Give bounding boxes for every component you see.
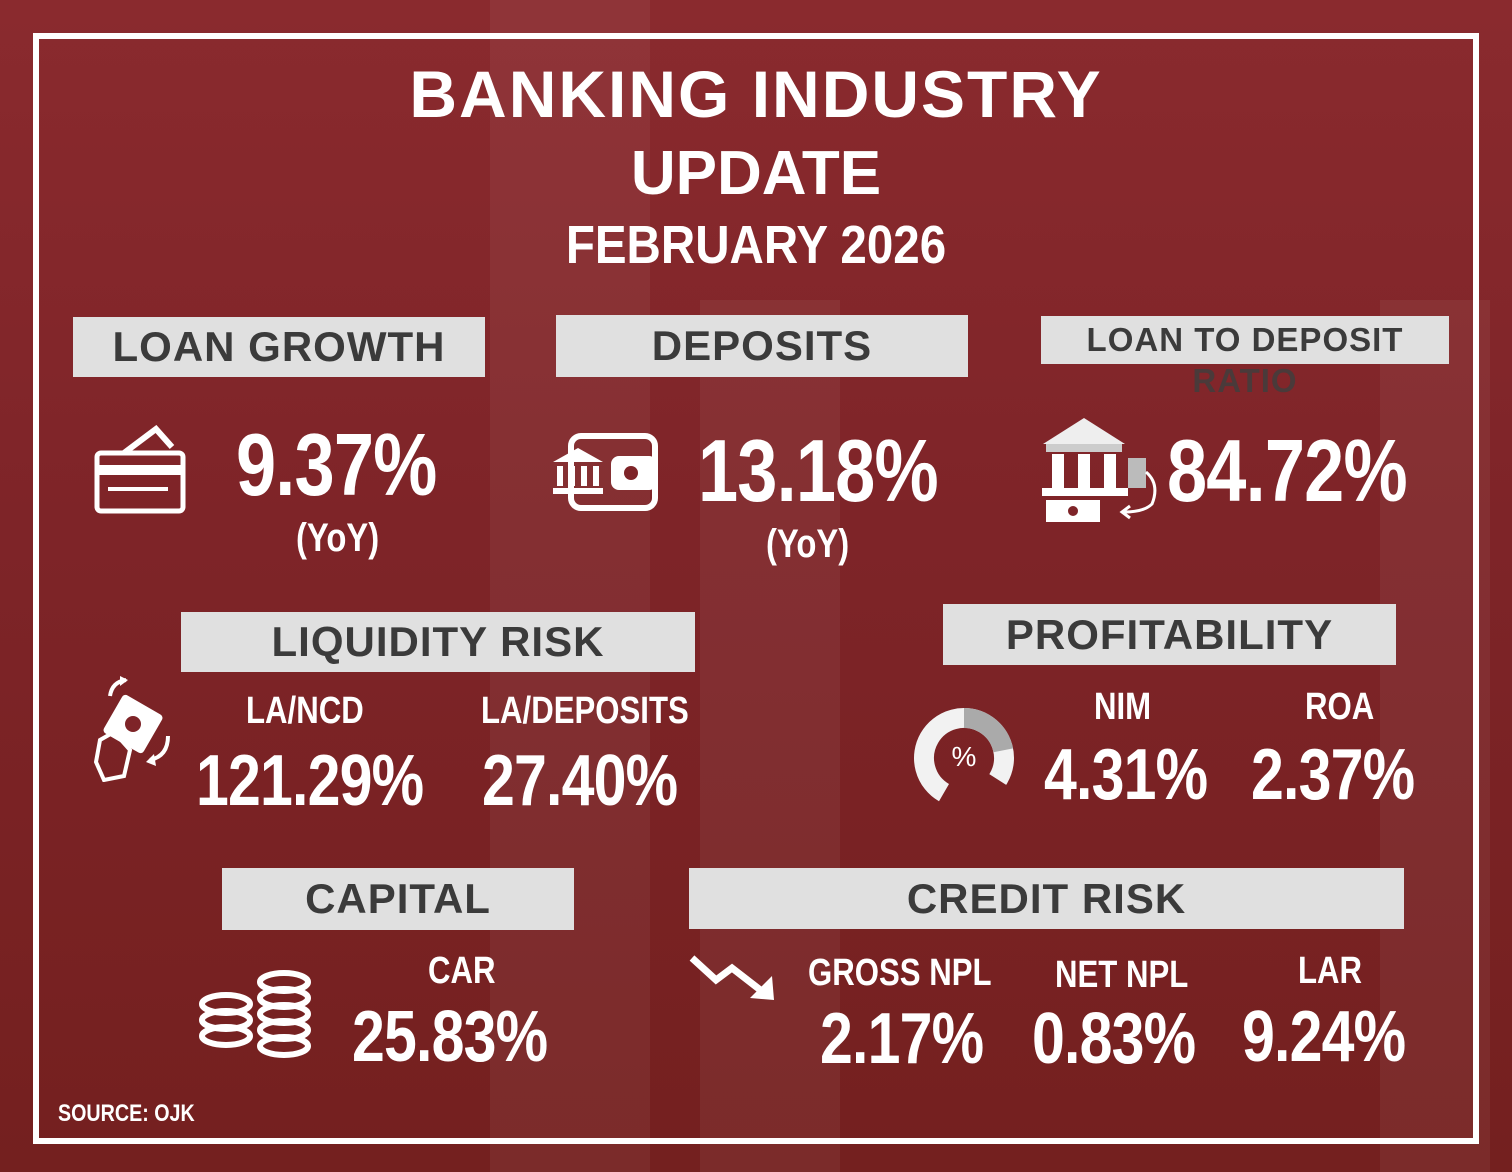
lar-value: 9.24% <box>1242 997 1406 1077</box>
svg-text:%: % <box>952 741 977 772</box>
nim-name: NIM <box>1094 686 1152 728</box>
net-npl-value: 0.83% <box>1032 999 1196 1079</box>
source-note: SOURCE: OJK <box>58 1100 195 1127</box>
profitability-label: PROFITABILITY <box>943 604 1396 665</box>
hand-money-icon <box>94 676 170 782</box>
la-ncd-name: LA/NCD <box>246 690 364 732</box>
title-line2: UPDATE <box>630 139 882 208</box>
loan-growth-note: (YoY) <box>296 516 380 560</box>
background-building <box>700 300 840 1172</box>
net-npl-name: NET NPL <box>1055 954 1189 996</box>
credit-card-icon <box>94 425 186 514</box>
la-deposits-value: 27.40% <box>482 741 678 821</box>
la-ncd-value: 121.29% <box>196 741 424 821</box>
percent-donut-icon: % <box>913 708 1014 808</box>
background-building <box>1380 300 1490 1172</box>
liquidity-risk-label: LIQUIDITY RISK <box>181 612 695 672</box>
roa-value: 2.37% <box>1251 735 1415 815</box>
trend-down-icon <box>689 955 774 1000</box>
nim-value: 4.31% <box>1044 735 1208 815</box>
bank-money-transfer-icon <box>1042 418 1157 522</box>
coins-icon <box>199 970 311 1058</box>
loan-growth-label: LOAN GROWTH <box>73 317 485 377</box>
wallet-bank-icon <box>553 433 658 511</box>
deposits-note: (YoY) <box>766 522 850 566</box>
car-name: CAR <box>428 950 496 992</box>
deposits-label: DEPOSITS <box>556 315 968 377</box>
deposits-value: 13.18% <box>698 421 939 520</box>
capital-label: CAPITAL <box>222 868 574 930</box>
background-building <box>490 0 650 1172</box>
title-line1: BANKING INDUSTRY <box>409 57 1103 131</box>
frame-border <box>33 33 1479 1144</box>
ldr-label-line2: RATIO <box>1192 362 1298 399</box>
car-value: 25.83% <box>352 997 548 1077</box>
ldr-value: 84.72% <box>1167 421 1408 520</box>
gross-npl-name: GROSS NPL <box>808 952 992 994</box>
gross-npl-value: 2.17% <box>820 999 984 1079</box>
credit-risk-label: CREDIT RISK <box>689 868 1404 929</box>
loan-growth-value: 9.37% <box>236 415 437 514</box>
la-deposits-name: LA/DEPOSITS <box>481 690 689 732</box>
lar-name: LAR <box>1298 950 1363 992</box>
roa-name: ROA <box>1305 686 1375 728</box>
period: FEBRUARY 2026 <box>565 215 947 275</box>
ldr-label: LOAN TO DEPOSIT <box>1041 316 1449 364</box>
